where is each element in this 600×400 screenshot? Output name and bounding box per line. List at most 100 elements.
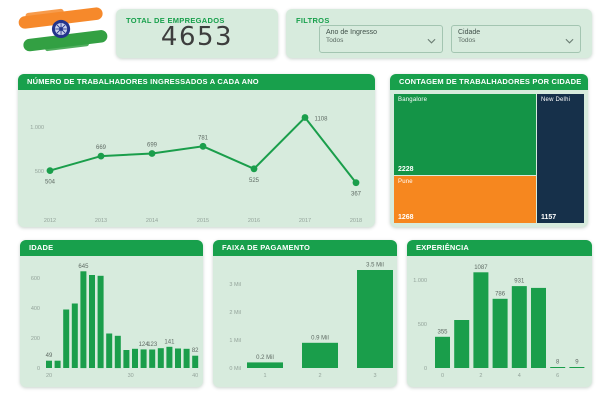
bar[interactable]	[166, 346, 173, 368]
bar-label: 9	[575, 360, 579, 366]
axis-tick-label: 200	[31, 336, 40, 342]
axis-tick-label: 0	[441, 373, 444, 379]
bar-label: 0.2 Mil	[256, 355, 274, 361]
bar[interactable]	[114, 335, 121, 369]
chevron-down-icon[interactable]	[565, 38, 574, 44]
treemap-node-label: Bangalore	[398, 97, 428, 103]
bar-label: 49	[46, 353, 53, 359]
year-filter-dropdown[interactable]: Ano de Ingresso Todos	[319, 25, 443, 53]
flag-green-stroke	[23, 30, 108, 52]
bar[interactable]	[192, 355, 199, 368]
data-point[interactable]	[46, 167, 54, 174]
city-filter-dropdown[interactable]: Cidade Todos	[451, 25, 581, 53]
hired-per-year-title: NÚMERO DE TRABALHADORES INGRESSADOS A CA…	[18, 74, 375, 90]
bar[interactable]	[511, 286, 527, 368]
line-chart-canvas: 500 1.000 2012 2013 2014 2015 2016 2017 2018 504 6…	[30, 114, 362, 224]
data-point[interactable]	[352, 179, 360, 187]
data-point-label: 669	[96, 145, 107, 151]
flag-saffron-texture	[25, 8, 64, 19]
ashoka-chakra-icon	[51, 19, 71, 39]
workers-by-city-treemap[interactable]: Bangalore 2228 Pune 1268 New Delhi 1157	[394, 94, 584, 223]
bar-label: 0.9 Mil	[311, 335, 329, 341]
bar-label: 82	[192, 348, 199, 354]
treemap-node-pune[interactable]: Pune 1268	[394, 176, 536, 223]
hired-per-year-card: NÚMERO DE TRABALHADORES INGRESSADOS A CA…	[18, 74, 375, 227]
axis-tick-label: 2013	[95, 218, 107, 224]
hired-per-year-chart[interactable]: 500 1.000 2012 2013 2014 2015 2016 2017 2018 504 6…	[20, 90, 373, 225]
bar[interactable]	[132, 348, 138, 368]
bar[interactable]	[175, 348, 181, 369]
bar[interactable]	[149, 349, 156, 368]
data-point[interactable]	[199, 142, 207, 150]
treemap-node-new-delhi[interactable]: New Delhi 1157	[537, 94, 584, 223]
bar[interactable]	[46, 360, 52, 368]
bar[interactable]	[454, 320, 470, 368]
bar[interactable]	[97, 275, 104, 369]
bar[interactable]	[183, 348, 190, 368]
workers-by-city-card: CONTAGEM DE TRABALHADORES POR CIDADE Ban…	[390, 74, 588, 227]
axis-tick-label: 3	[373, 373, 376, 379]
bar[interactable]	[80, 271, 87, 369]
bar[interactable]	[71, 303, 78, 369]
bar[interactable]	[302, 342, 338, 368]
bar[interactable]	[106, 333, 113, 369]
data-point-label: 504	[45, 180, 56, 186]
data-point-label: 367	[351, 192, 362, 198]
axis-tick-label: 1.000	[413, 278, 427, 284]
bar[interactable]	[140, 349, 147, 368]
axis-tick-label: 2012	[44, 218, 56, 224]
axis-tick-label: 0 Mil	[229, 366, 241, 372]
axis-tick-label: 4	[518, 373, 521, 379]
treemap-node-value: 1268	[398, 214, 414, 221]
data-point[interactable]	[250, 165, 258, 173]
bar-label: 645	[78, 264, 89, 270]
data-point-label: 1108	[315, 116, 329, 122]
axis-tick-label: 400	[31, 306, 40, 312]
data-point[interactable]	[301, 114, 309, 121]
bar-label: 8	[556, 360, 560, 366]
data-point[interactable]	[148, 150, 156, 157]
data-point-label: 699	[147, 142, 158, 148]
data-point-label: 525	[249, 178, 260, 184]
bar-label: 786	[495, 291, 506, 297]
axis-tick-label: 2014	[146, 218, 158, 224]
bar[interactable]	[123, 350, 130, 368]
bar[interactable]	[157, 348, 164, 368]
bar[interactable]	[63, 309, 70, 369]
axis-tick-label: 20	[46, 373, 52, 379]
bar[interactable]	[357, 270, 393, 368]
pay-range-card: FAIXA DE PAGAMENTO 0 Mil 1 Mil 2 Mil 3 Mil 0…	[213, 240, 397, 387]
experience-card: EXPERIÊNCIA 0 500 1.000 355 1087 786 931 8 9 0 2 4 6	[407, 240, 592, 387]
bar[interactable]	[54, 360, 61, 368]
treemap-node-value: 2228	[398, 166, 414, 173]
pay-range-chart[interactable]: 0 Mil 1 Mil 2 Mil 3 Mil 0.2 Mil 0.9 Mil 3.5 Mi…	[215, 256, 395, 385]
experience-chart[interactable]: 0 500 1.000 355 1087 786 931 8 9 0 2 4 6	[409, 256, 590, 385]
bar-label: 123	[147, 342, 158, 348]
bar[interactable]	[89, 275, 95, 368]
bar[interactable]	[550, 367, 566, 368]
bar[interactable]	[435, 336, 450, 368]
axis-tick-label: 0	[37, 366, 40, 372]
bar[interactable]	[247, 362, 283, 368]
axis-tick-label: 2017	[299, 218, 311, 224]
chevron-down-icon[interactable]	[427, 38, 436, 44]
age-chart[interactable]: 0 200 400 600 49 645 124 123 141 82 20 30 40	[22, 256, 201, 385]
bar[interactable]	[569, 367, 585, 368]
axis-tick-label: 2016	[248, 218, 260, 224]
axis-tick-label: 500	[418, 322, 427, 328]
bar[interactable]	[531, 287, 546, 368]
axis-tick-label: 1 Mil	[229, 338, 241, 344]
treemap-node-bangalore[interactable]: Bangalore 2228	[394, 94, 536, 175]
bar-label: 355	[437, 329, 448, 335]
data-point[interactable]	[97, 152, 105, 160]
flag-green-texture	[45, 41, 89, 52]
bar[interactable]	[473, 272, 489, 368]
axis-tick-label: 6	[556, 373, 559, 379]
axis-tick-label: 2015	[197, 218, 209, 224]
workers-by-city-title: CONTAGEM DE TRABALHADORES POR CIDADE	[390, 74, 588, 90]
bar[interactable]	[492, 298, 508, 368]
axis-tick-label: 40	[192, 373, 198, 379]
total-employees-label: TOTAL DE EMPREGADOS	[126, 16, 225, 25]
